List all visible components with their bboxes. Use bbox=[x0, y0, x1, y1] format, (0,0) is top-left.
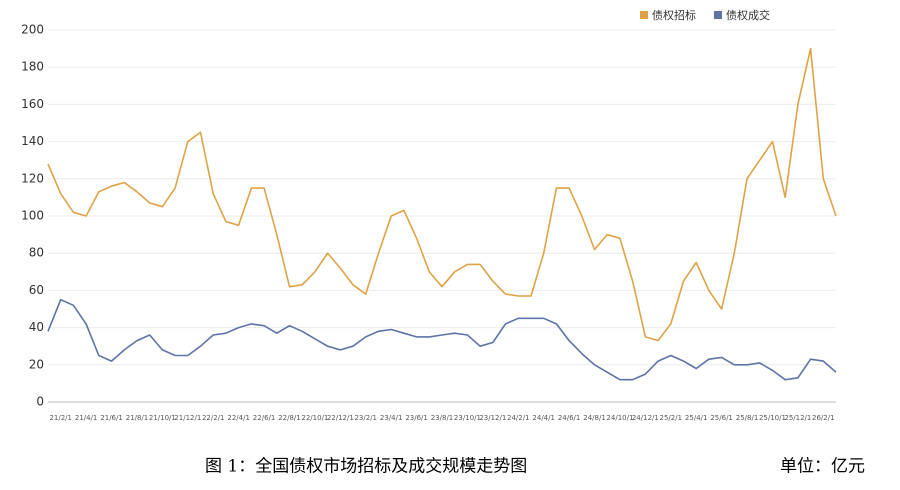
x-tick-label: 24/10/1 bbox=[606, 414, 633, 422]
legend-label: 债权招标 bbox=[652, 8, 696, 22]
y-tick-label: 120 bbox=[21, 171, 44, 185]
x-tick-label: 21/8/1 bbox=[126, 414, 149, 422]
x-tick-label: 26/2/1 bbox=[812, 414, 835, 422]
x-tick-label: 21/10/1 bbox=[149, 414, 176, 422]
y-tick-label: 0 bbox=[36, 395, 44, 409]
y-tick-label: 20 bbox=[29, 357, 44, 371]
x-tick-label: 25/12/1 bbox=[784, 414, 811, 422]
x-tick-label: 21/6/1 bbox=[100, 414, 123, 422]
x-tick-label: 25/10/1 bbox=[759, 414, 786, 422]
x-tick-label: 23/8/1 bbox=[431, 414, 454, 422]
x-tick-label: 24/2/1 bbox=[507, 414, 530, 422]
x-tick-label: 22/10/1 bbox=[301, 414, 328, 422]
x-tick-label: 24/4/1 bbox=[532, 414, 555, 422]
legend-swatch bbox=[640, 11, 648, 19]
chart-title: 图 1：全国债权市场招标及成交规模走势图 bbox=[205, 457, 527, 477]
x-tick-label: 23/4/1 bbox=[380, 414, 403, 422]
x-tick-label: 25/8/1 bbox=[736, 414, 759, 422]
x-tick-label: 23/6/1 bbox=[405, 414, 428, 422]
legend-label: 债权成交 bbox=[726, 8, 770, 22]
x-tick-label: 22/12/1 bbox=[327, 414, 354, 422]
x-tick-label: 22/2/1 bbox=[202, 414, 225, 422]
y-tick-label: 100 bbox=[21, 209, 44, 223]
x-tick-label: 25/2/1 bbox=[660, 414, 683, 422]
y-tick-label: 60 bbox=[29, 283, 44, 297]
x-tick-label: 23/2/1 bbox=[354, 414, 377, 422]
line-series bbox=[47, 47, 837, 342]
x-tick-label: 21/2/1 bbox=[49, 414, 72, 422]
x-tick-label: 24/8/1 bbox=[583, 414, 606, 422]
x-tick-label: 24/6/1 bbox=[558, 414, 581, 422]
x-tick-label: 25/6/1 bbox=[710, 414, 733, 422]
y-tick-label: 80 bbox=[29, 246, 44, 260]
unit-note: 单位：亿元 bbox=[780, 457, 865, 477]
y-tick-label: 40 bbox=[29, 320, 44, 334]
y-tick-label: 140 bbox=[21, 134, 44, 148]
x-tick-label: 22/8/1 bbox=[278, 414, 301, 422]
x-tick-label: 25/4/1 bbox=[685, 414, 708, 422]
x-tick-label: 23/10/1 bbox=[454, 414, 481, 422]
x-tick-label: 24/12/1 bbox=[632, 414, 659, 422]
y-tick-label: 180 bbox=[21, 60, 44, 74]
legend-swatch bbox=[714, 11, 722, 19]
x-tick-label: 23/12/1 bbox=[479, 414, 506, 422]
line-series bbox=[47, 298, 837, 381]
x-tick-label: 22/6/1 bbox=[253, 414, 276, 422]
x-tick-label: 21/12/1 bbox=[174, 414, 201, 422]
y-tick-label: 200 bbox=[21, 23, 44, 37]
y-tick-label: 160 bbox=[21, 97, 44, 111]
x-tick-label: 21/4/1 bbox=[75, 414, 98, 422]
x-tick-label: 22/4/1 bbox=[227, 414, 250, 422]
